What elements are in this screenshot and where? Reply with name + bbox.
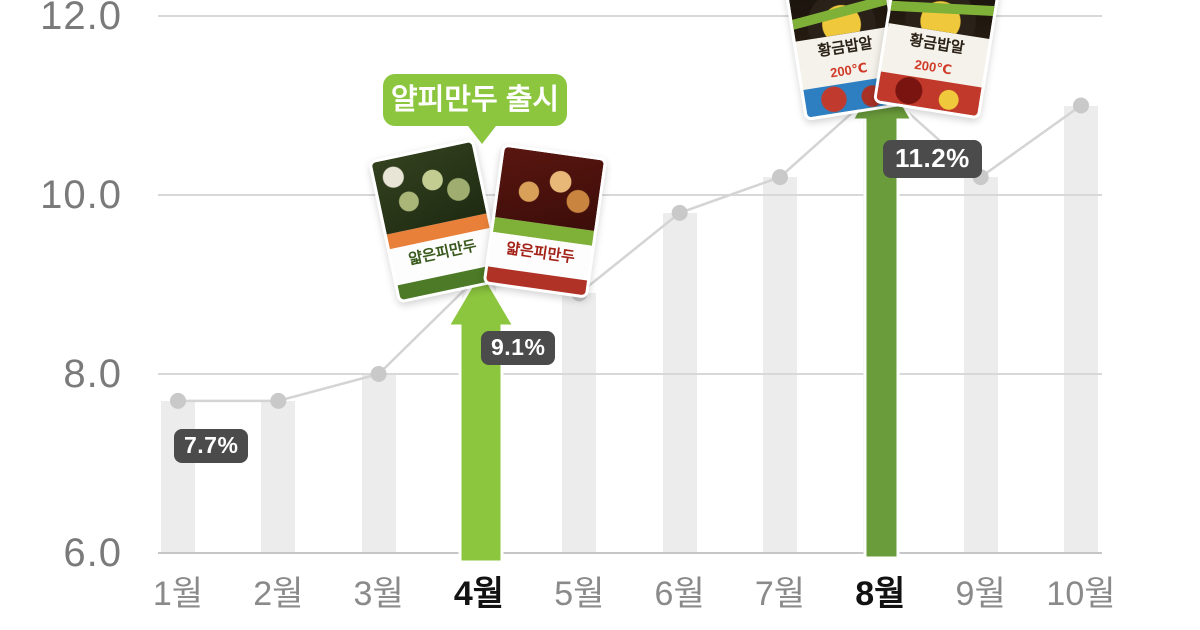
data-label-april: 9.1% xyxy=(481,331,556,365)
product-package-dumpling-red: 얇은피만두 xyxy=(482,143,608,299)
data-label-august: 11.2% xyxy=(883,140,982,178)
package-ribbon xyxy=(782,0,897,32)
bar-3월 xyxy=(361,374,396,553)
x-tick-label-6월: 6월 xyxy=(654,575,705,613)
bar-1월 xyxy=(161,400,195,553)
gridline-6.0 xyxy=(158,552,1102,554)
package-ribbon xyxy=(881,0,1004,17)
data-point-3월 xyxy=(370,366,387,382)
x-tick-label-1월: 1월 xyxy=(152,575,204,613)
data-point-2월 xyxy=(270,392,287,409)
gridline-10.0 xyxy=(158,194,1102,196)
y-tick-label: 8.0 xyxy=(63,352,122,396)
x-tick-label-4월: 4월 xyxy=(453,575,505,613)
launch-callout-text: 얄피만두 출시 xyxy=(390,84,560,116)
bar-6월 xyxy=(662,212,697,553)
product-photo xyxy=(495,146,604,231)
x-tick-label-9월: 9월 xyxy=(955,575,1006,613)
bar-2월 xyxy=(261,400,296,553)
x-tick-label-7월: 7월 xyxy=(754,575,806,613)
x-tick-label-2월: 2월 xyxy=(253,575,304,613)
y-tick-label: 10.0 xyxy=(40,173,122,217)
callout-tail xyxy=(468,126,496,144)
x-tick-label-8월: 8월 xyxy=(855,575,906,613)
gridline-8.0 xyxy=(158,373,1102,375)
trend-line xyxy=(178,85,1082,403)
gridline-12.0 xyxy=(158,15,1102,17)
august-launch-arrow-icon xyxy=(850,66,914,560)
launch-callout-bubble: 얄피만두 출시 xyxy=(383,74,567,144)
y-tick-label: 6.0 xyxy=(63,531,122,575)
bar-10월 xyxy=(1063,105,1098,553)
x-tick-label-10월: 10월 xyxy=(1046,575,1116,613)
bar-7월 xyxy=(762,177,797,553)
april-launch-arrow-icon xyxy=(446,268,516,564)
data-point-6월 xyxy=(671,204,688,221)
bar-5월 xyxy=(562,293,597,553)
data-point-10월 xyxy=(1072,97,1089,114)
x-tick-label-5월: 5월 xyxy=(554,575,605,613)
bar-9월 xyxy=(963,177,998,553)
data-point-7월 xyxy=(771,169,788,186)
x-tick-label-3월: 3월 xyxy=(353,575,404,613)
y-tick-label: 12.0 xyxy=(40,0,122,38)
data-point-1월 xyxy=(170,392,186,409)
data-label-january: 7.7% xyxy=(174,429,249,463)
